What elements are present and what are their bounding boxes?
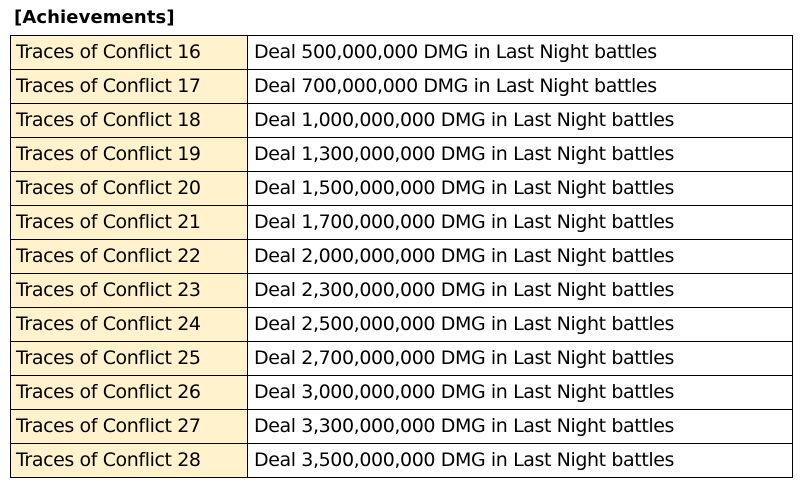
table-row: Traces of Conflict 21 Deal 1,700,000,000… [10, 205, 793, 240]
achievement-name-cell: Traces of Conflict 21 [10, 205, 248, 240]
table-row: Traces of Conflict 18 Deal 1,000,000,000… [10, 103, 793, 138]
achievement-name-cell: Traces of Conflict 27 [10, 409, 248, 444]
achievement-description-cell: Deal 3,300,000,000 DMG in Last Night bat… [247, 409, 793, 444]
achievement-description-cell: Deal 1,300,000,000 DMG in Last Night bat… [247, 137, 793, 172]
achievement-name-cell: Traces of Conflict 25 [10, 341, 248, 376]
achievement-name-cell: Traces of Conflict 17 [10, 69, 248, 104]
achievement-name-cell: Traces of Conflict 20 [10, 171, 248, 206]
table-row: Traces of Conflict 22 Deal 2,000,000,000… [10, 239, 793, 274]
table-row: Traces of Conflict 26 Deal 3,000,000,000… [10, 375, 793, 410]
achievement-description-cell: Deal 2,500,000,000 DMG in Last Night bat… [247, 307, 793, 342]
table-row: Traces of Conflict 20 Deal 1,500,000,000… [10, 171, 793, 206]
table-row: Traces of Conflict 23 Deal 2,300,000,000… [10, 273, 793, 308]
achievement-description-cell: Deal 1,000,000,000 DMG in Last Night bat… [247, 103, 793, 138]
achievement-name-cell: Traces of Conflict 16 [10, 35, 248, 70]
achievement-description-cell: Deal 2,300,000,000 DMG in Last Night bat… [247, 273, 793, 308]
achievement-description-cell: Deal 1,500,000,000 DMG in Last Night bat… [247, 171, 793, 206]
table-row: Traces of Conflict 17 Deal 700,000,000 D… [10, 69, 793, 104]
section-title: [Achievements] [14, 7, 175, 28]
achievement-name-cell: Traces of Conflict 24 [10, 307, 248, 342]
achievement-name-cell: Traces of Conflict 26 [10, 375, 248, 410]
table-row: Traces of Conflict 19 Deal 1,300,000,000… [10, 137, 793, 172]
achievement-description-cell: Deal 2,700,000,000 DMG in Last Night bat… [247, 341, 793, 376]
achievement-description-cell: Deal 500,000,000 DMG in Last Night battl… [247, 35, 793, 70]
achievements-table: Traces of Conflict 16 Deal 500,000,000 D… [10, 35, 793, 478]
achievement-description-cell: Deal 700,000,000 DMG in Last Night battl… [247, 69, 793, 104]
achievement-description-cell: Deal 1,700,000,000 DMG in Last Night bat… [247, 205, 793, 240]
achievement-description-cell: Deal 3,500,000,000 DMG in Last Night bat… [247, 443, 793, 478]
achievement-name-cell: Traces of Conflict 28 [10, 443, 248, 478]
table-row: Traces of Conflict 24 Deal 2,500,000,000… [10, 307, 793, 342]
achievements-table-body: Traces of Conflict 16 Deal 500,000,000 D… [10, 35, 793, 478]
table-row: Traces of Conflict 27 Deal 3,300,000,000… [10, 409, 793, 444]
table-row: Traces of Conflict 16 Deal 500,000,000 D… [10, 35, 793, 70]
achievement-name-cell: Traces of Conflict 18 [10, 103, 248, 138]
achievement-description-cell: Deal 2,000,000,000 DMG in Last Night bat… [247, 239, 793, 274]
achievement-description-cell: Deal 3,000,000,000 DMG in Last Night bat… [247, 375, 793, 410]
achievement-name-cell: Traces of Conflict 22 [10, 239, 248, 274]
table-row: Traces of Conflict 25 Deal 2,700,000,000… [10, 341, 793, 376]
achievement-name-cell: Traces of Conflict 19 [10, 137, 248, 172]
table-row: Traces of Conflict 28 Deal 3,500,000,000… [10, 443, 793, 478]
achievement-name-cell: Traces of Conflict 23 [10, 273, 248, 308]
